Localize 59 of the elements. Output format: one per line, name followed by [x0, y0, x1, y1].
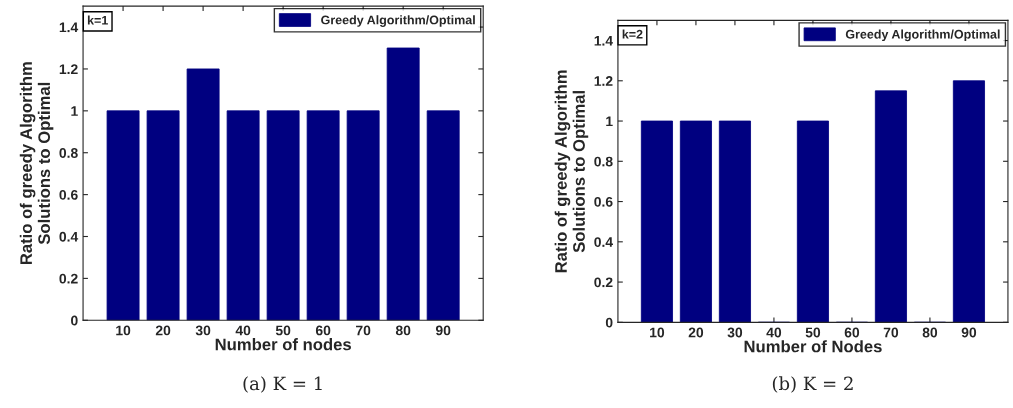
y-tick-label: 1.2: [594, 76, 613, 86]
bar: [796, 120, 829, 323]
y-tick-label: 0.6: [594, 196, 613, 207]
x-tick-label: 40: [766, 327, 782, 338]
x-tick-label: 80: [922, 327, 938, 338]
y-tick-label: 0.2: [59, 273, 78, 284]
x-tick-label: 50: [805, 327, 821, 338]
y-tick-label: 1: [606, 116, 613, 127]
y-axis-title: Ratio of greedy Algorithm Solutions to Optimal: [554, 70, 589, 273]
bar: [874, 90, 907, 323]
text: (a) K = 1: [243, 376, 322, 393]
legend-label: Greedy Algorithm/Optimal: [321, 15, 475, 27]
y-tick-label: 1.4: [59, 22, 79, 33]
bar: [226, 110, 260, 321]
x-tick-label: 70: [356, 325, 371, 336]
x-tick-label: 80: [395, 325, 411, 336]
x-tick-label: 90: [435, 325, 451, 336]
x-tick-label: 50: [275, 325, 291, 336]
bar: [106, 110, 140, 321]
text: (b) K = 2: [772, 376, 853, 393]
bar: [386, 47, 420, 321]
y-tick-label: 0: [605, 317, 613, 328]
bar: [426, 110, 460, 321]
x-tick-label: 10: [650, 327, 665, 338]
x-tick-label: 60: [844, 327, 860, 338]
y-tick-label: 0.6: [59, 189, 78, 200]
bar: [186, 68, 220, 321]
x-axis-title: Number of Nodes: [744, 340, 882, 353]
x-tick-label: 60: [315, 325, 331, 336]
x-tick-label: 10: [116, 325, 131, 336]
y-tick-label: 0.4: [59, 231, 79, 242]
x-axis-title: Number of nodes: [215, 338, 351, 351]
bar: [718, 120, 751, 323]
bar: [952, 80, 985, 323]
y-axis-title: Ratio of greedy Algorithm Solutions to Optimal: [19, 62, 54, 265]
annotation: k=2: [622, 29, 643, 39]
y-tick-label: 1.4: [594, 36, 613, 46]
y-tick-label: 0.8: [59, 148, 78, 158]
annotation: k=1: [87, 15, 108, 25]
y-tick-label: 1.2: [59, 64, 78, 74]
y-tick-label: 0.8: [594, 156, 613, 167]
y-tick-label: 1: [71, 106, 78, 116]
bar: [679, 120, 712, 323]
bar: [146, 110, 180, 321]
x-tick-label: 90: [961, 327, 977, 338]
bar: [266, 110, 300, 321]
bar: [306, 110, 340, 321]
legend-label: Greedy Algorithm/Optimal: [845, 29, 1000, 42]
x-tick-label: 30: [727, 327, 743, 338]
y-tick-label: 0: [71, 315, 78, 326]
y-tick-label: 0.2: [594, 277, 613, 288]
bar: [346, 110, 380, 321]
bar: [640, 120, 673, 323]
x-tick-label: 70: [883, 327, 899, 338]
x-tick-label: 40: [235, 325, 251, 336]
x-tick-label: 20: [688, 327, 704, 338]
x-tick-label: 20: [155, 325, 171, 336]
y-tick-label: 0.4: [594, 237, 613, 247]
x-tick-label: 30: [195, 325, 211, 336]
